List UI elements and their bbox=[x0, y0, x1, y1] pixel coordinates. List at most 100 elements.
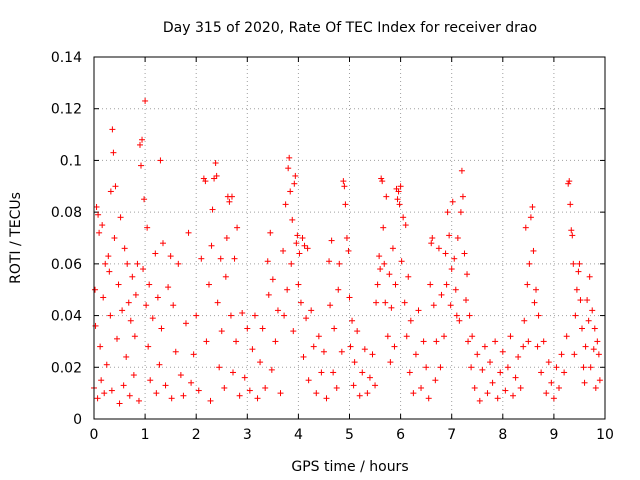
data-point bbox=[295, 281, 302, 288]
data-point bbox=[327, 302, 334, 309]
data-point bbox=[423, 364, 430, 371]
data-point bbox=[106, 268, 113, 275]
data-point bbox=[492, 338, 499, 345]
data-point bbox=[580, 364, 587, 371]
data-point bbox=[372, 382, 379, 389]
data-point bbox=[464, 271, 471, 278]
data-point bbox=[468, 364, 475, 371]
data-point bbox=[389, 245, 396, 252]
data-point bbox=[125, 299, 132, 306]
y-tick-label: 0.04 bbox=[51, 309, 82, 325]
data-point bbox=[98, 377, 105, 384]
data-point bbox=[308, 307, 315, 314]
data-point bbox=[461, 250, 468, 257]
y-tick-label: 0.14 bbox=[51, 50, 82, 66]
data-point bbox=[320, 348, 327, 355]
data-point bbox=[556, 384, 563, 391]
data-point bbox=[95, 211, 102, 218]
data-point bbox=[521, 317, 528, 324]
data-point bbox=[188, 379, 195, 386]
data-point bbox=[388, 304, 395, 311]
data-point bbox=[577, 297, 584, 304]
data-point bbox=[441, 333, 448, 340]
data-point bbox=[586, 273, 593, 280]
data-point bbox=[469, 333, 476, 340]
data-point bbox=[158, 325, 165, 332]
data-point bbox=[520, 343, 527, 350]
data-point bbox=[208, 242, 215, 249]
x-tick-label: 6 bbox=[396, 427, 405, 443]
data-point bbox=[221, 384, 228, 391]
data-point bbox=[596, 377, 603, 384]
y-tick-label: 0.1 bbox=[60, 153, 82, 169]
data-point bbox=[369, 351, 376, 358]
data-point bbox=[152, 250, 159, 257]
data-point bbox=[328, 237, 335, 244]
data-point bbox=[449, 198, 456, 205]
data-point bbox=[430, 302, 437, 309]
data-point bbox=[226, 198, 233, 205]
x-axis-label: GPS time / hours bbox=[291, 459, 408, 475]
data-point bbox=[575, 268, 582, 275]
data-point bbox=[515, 353, 522, 360]
data-point bbox=[563, 333, 570, 340]
data-point bbox=[386, 271, 393, 278]
data-point bbox=[471, 384, 478, 391]
data-point bbox=[103, 361, 110, 368]
data-point bbox=[135, 397, 142, 404]
data-point bbox=[117, 214, 124, 221]
data-point bbox=[512, 374, 519, 381]
data-point bbox=[343, 235, 350, 241]
data-point bbox=[437, 364, 444, 371]
data-point bbox=[476, 397, 483, 404]
data-point bbox=[463, 297, 470, 304]
data-point bbox=[286, 154, 293, 161]
data-point bbox=[497, 369, 504, 376]
data-point bbox=[203, 338, 210, 345]
data-point bbox=[172, 348, 179, 355]
data-point bbox=[272, 338, 279, 345]
data-point bbox=[123, 353, 130, 360]
data-point bbox=[265, 291, 272, 298]
data-point bbox=[202, 178, 209, 185]
data-point bbox=[466, 312, 473, 319]
data-point bbox=[293, 240, 300, 247]
data-point bbox=[165, 284, 172, 291]
data-point bbox=[447, 302, 454, 309]
y-tick-label: 0.12 bbox=[51, 102, 82, 118]
data-point bbox=[264, 258, 271, 265]
data-point bbox=[340, 178, 347, 185]
data-point bbox=[121, 245, 128, 252]
data-point bbox=[545, 359, 552, 366]
data-point bbox=[366, 374, 373, 381]
data-point bbox=[465, 338, 472, 345]
data-point bbox=[108, 387, 115, 394]
data-point bbox=[573, 286, 580, 293]
data-point bbox=[428, 240, 435, 247]
data-point bbox=[407, 317, 414, 324]
data-point bbox=[162, 382, 169, 389]
data-point bbox=[522, 224, 529, 231]
data-point bbox=[249, 346, 256, 353]
data-point bbox=[590, 346, 597, 353]
data-point bbox=[149, 315, 156, 322]
y-tick-label: 0.02 bbox=[51, 360, 82, 376]
data-point bbox=[96, 229, 103, 236]
data-point bbox=[124, 260, 131, 267]
data-point bbox=[205, 281, 212, 288]
data-point bbox=[180, 392, 187, 399]
data-point bbox=[452, 286, 459, 293]
data-point bbox=[402, 222, 409, 229]
data-point bbox=[584, 297, 591, 304]
data-point bbox=[262, 384, 269, 391]
data-point bbox=[143, 302, 150, 309]
data-point bbox=[146, 281, 153, 288]
data-point bbox=[107, 312, 114, 319]
data-point bbox=[454, 235, 461, 241]
data-point bbox=[373, 299, 380, 306]
data-point bbox=[175, 260, 182, 267]
data-point bbox=[558, 351, 565, 358]
data-point bbox=[154, 294, 161, 301]
data-point bbox=[374, 281, 381, 288]
data-point bbox=[568, 227, 575, 234]
